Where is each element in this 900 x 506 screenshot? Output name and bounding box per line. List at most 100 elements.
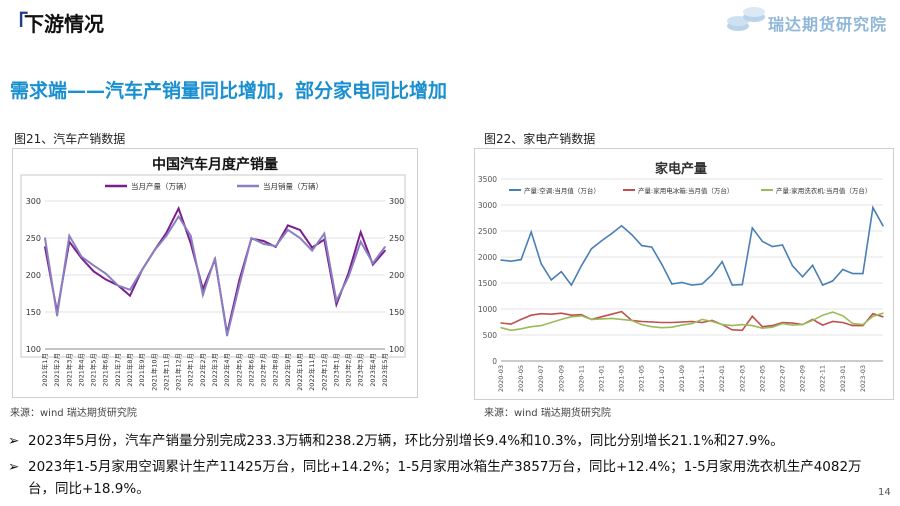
x-tick-label: 2023年2月 xyxy=(344,353,353,387)
data-point xyxy=(801,323,804,326)
x-tick-label: 2023年1月 xyxy=(331,353,340,387)
data-point xyxy=(691,322,693,325)
data-point xyxy=(520,328,522,330)
data-point xyxy=(691,284,693,286)
x-tick-label: 2023年3月 xyxy=(356,353,365,387)
data-point xyxy=(691,320,693,323)
bullet-text-2: 2023年1-5月家用空调累计生产11425万台，同比+14.2%；1-5月家用… xyxy=(28,459,862,497)
y-tick: 1000 xyxy=(478,305,497,314)
data-point xyxy=(250,237,253,239)
y-tick-right: 100 xyxy=(389,345,404,354)
data-point xyxy=(570,316,573,318)
data-point xyxy=(842,268,844,271)
x-tick-label: 2020-03 xyxy=(497,365,505,392)
x-tick-label: 2021-11 xyxy=(698,365,706,392)
data-point xyxy=(189,242,192,244)
data-point xyxy=(711,273,713,276)
data-point xyxy=(610,313,613,315)
data-point xyxy=(701,318,703,321)
data-point xyxy=(821,324,824,326)
data-point xyxy=(761,327,764,329)
data-point xyxy=(560,312,563,314)
data-point xyxy=(165,232,168,234)
y-tick: 3500 xyxy=(478,175,497,184)
section-subtitle: 需求端——汽车产销量同比增加，部分家电同比增加 xyxy=(10,80,448,102)
data-point xyxy=(520,258,522,261)
series-line-1 xyxy=(500,205,884,287)
x-tick-label: 2021-05 xyxy=(638,365,646,392)
data-point xyxy=(731,329,733,331)
data-point xyxy=(862,272,864,275)
x-tick-label: 2022年7月 xyxy=(259,353,268,387)
data-point xyxy=(811,264,814,267)
data-point xyxy=(681,324,683,326)
data-point xyxy=(751,315,754,317)
data-point xyxy=(681,281,683,284)
data-point xyxy=(520,318,522,321)
data-point xyxy=(630,319,633,322)
data-point xyxy=(153,249,156,252)
data-point xyxy=(721,260,723,263)
fig22-caption: 图22、家电产销数据 xyxy=(484,132,596,146)
appliance-chart: 家电产量 0 500 1000 1500 2000 2500 3000 3500 2020-03 2… xyxy=(478,161,884,392)
x-tick-label: 2023年5月 xyxy=(380,353,389,387)
x-tick-label: 2021年7月 xyxy=(113,353,122,387)
bullet-marker-2: ➢ xyxy=(8,459,20,475)
data-point xyxy=(359,240,362,243)
data-point xyxy=(761,325,764,328)
data-point xyxy=(550,321,552,324)
data-point xyxy=(821,314,824,316)
data-point xyxy=(500,259,502,261)
data-point xyxy=(721,323,723,326)
x-tick-label: 2022-11 xyxy=(819,365,827,392)
y-tick-left: 200 xyxy=(26,271,41,280)
data-point xyxy=(751,324,754,327)
data-point xyxy=(590,247,593,250)
x-tick-label: 2021年2月 xyxy=(52,353,61,387)
data-point xyxy=(771,326,774,328)
legend-label: 产量:空调:当月值（万台） xyxy=(524,186,600,195)
x-tick-label: 2022年8月 xyxy=(271,353,280,387)
data-point xyxy=(771,245,774,248)
data-point xyxy=(287,229,289,231)
data-point xyxy=(671,321,673,324)
data-point xyxy=(600,316,603,318)
data-point xyxy=(510,260,512,262)
data-point xyxy=(68,234,71,237)
bullet-marker-1: ➢ xyxy=(8,433,20,449)
data-point xyxy=(701,283,703,285)
data-point xyxy=(311,249,313,252)
data-point xyxy=(781,322,784,325)
data-point xyxy=(781,244,784,246)
data-point xyxy=(540,312,542,315)
data-point xyxy=(92,264,95,267)
data-point xyxy=(177,215,180,218)
x-tick-label: 2020-07 xyxy=(537,365,545,392)
x-tick-label: 2022年3月 xyxy=(210,353,219,387)
data-point xyxy=(359,231,362,233)
data-point xyxy=(671,283,673,285)
y-tick-right: 300 xyxy=(389,197,404,206)
data-point xyxy=(500,327,502,329)
data-point xyxy=(731,324,733,327)
data-point xyxy=(299,237,301,239)
data-point xyxy=(620,318,623,321)
data-point xyxy=(384,246,386,248)
data-point xyxy=(550,279,552,281)
data-point xyxy=(832,280,834,282)
chart-title: 家电产量 xyxy=(655,161,707,177)
y-tick-left: 300 xyxy=(26,197,41,206)
logo-text: 瑞达期货研究院 xyxy=(768,15,888,34)
data-point xyxy=(711,320,713,323)
data-point xyxy=(238,284,241,287)
x-tick-label: 2022年9月 xyxy=(283,353,292,387)
data-point xyxy=(741,283,743,286)
data-point xyxy=(600,318,603,320)
data-point xyxy=(214,257,216,259)
y-tick: 500 xyxy=(483,331,498,340)
data-point xyxy=(701,321,703,324)
data-point xyxy=(832,320,834,323)
y-tick-left: 150 xyxy=(26,308,41,317)
data-point xyxy=(202,294,204,296)
data-point xyxy=(570,284,573,286)
